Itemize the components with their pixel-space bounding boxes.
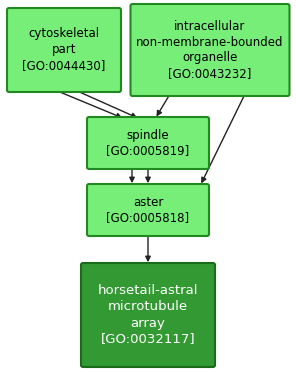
Text: intracellular
non-membrane-bounded
organelle
[GO:0043232]: intracellular non-membrane-bounded organ… xyxy=(136,19,284,80)
Text: aster
[GO:0005818]: aster [GO:0005818] xyxy=(107,196,189,224)
FancyBboxPatch shape xyxy=(7,8,121,92)
Text: spindle
[GO:0005819]: spindle [GO:0005819] xyxy=(106,128,190,157)
FancyBboxPatch shape xyxy=(131,4,289,96)
FancyBboxPatch shape xyxy=(81,263,215,367)
Text: cytoskeletal
part
[GO:0044430]: cytoskeletal part [GO:0044430] xyxy=(22,28,106,73)
Text: horsetail-astral
microtubule
array
[GO:0032117]: horsetail-astral microtubule array [GO:0… xyxy=(98,285,198,346)
FancyBboxPatch shape xyxy=(87,184,209,236)
FancyBboxPatch shape xyxy=(87,117,209,169)
